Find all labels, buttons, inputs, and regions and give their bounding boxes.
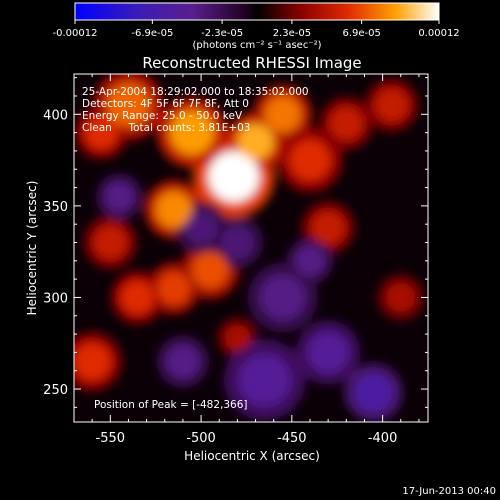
plot-frame: [73, 73, 429, 423]
axis-ticks: -550 -500 -450 -400 250 300 350 400: [43, 74, 428, 446]
colorbar-tick-label: -6.9e-05: [131, 28, 173, 39]
emission-source: [155, 191, 193, 228]
negative-region: [355, 374, 392, 411]
emission-source: [329, 107, 363, 140]
emission-source: [84, 116, 118, 149]
info-counts: Clean Total counts: 3.81E+03: [82, 122, 251, 134]
y-tick-label: 300: [43, 291, 68, 306]
colorbar-tick-label: 6.9e-05: [342, 28, 380, 39]
colorbar-tick-label: -0.00012: [53, 28, 98, 39]
emission-source: [93, 226, 127, 259]
x-tick-label: -500: [186, 431, 216, 446]
negative-region: [260, 275, 305, 320]
y-tick-label: 350: [43, 200, 68, 215]
y-tick-label: 250: [43, 383, 68, 398]
negative-region: [104, 182, 134, 212]
negative-region: [184, 211, 218, 245]
emission-source: [237, 123, 274, 160]
colorbar-tick-label: 0.00012: [418, 28, 459, 39]
emission-source: [157, 271, 191, 305]
negative-region: [166, 345, 200, 378]
negative-region: [221, 226, 254, 259]
colorbar-tick-label: 2.3e-05: [273, 28, 311, 39]
info-energy-range: Energy Range: 25.0 - 50.0 keV: [82, 110, 243, 122]
image-area: [74, 74, 428, 422]
emission-source: [264, 96, 301, 133]
x-axis-title: Heliocentric X (arcsec): [184, 449, 320, 463]
emission-source: [386, 282, 416, 312]
emission-source: [106, 83, 151, 127]
colorbar: [74, 2, 440, 21]
emission-source: [311, 211, 345, 245]
y-tick-label: 400: [43, 108, 68, 123]
emission-source: [170, 110, 214, 155]
emission-map: [74, 74, 425, 422]
emission-source: [121, 281, 154, 314]
emission-source: [208, 151, 260, 202]
negative-region: [295, 246, 325, 276]
emission-source: [224, 325, 251, 351]
colorbar-ticks: -0.00012 -6.9e-05 -2.3e-05 2.3e-05 6.9e-05 0.…: [53, 20, 460, 39]
peak-position-label: Position of Peak = [-482,366]: [94, 399, 248, 411]
info-detectors: Detectors: 4F 5F 6F 7F 8F, Att 0: [82, 98, 249, 110]
x-tick-label: -550: [96, 431, 126, 446]
emission-source: [375, 88, 409, 122]
colorbar-tick-label: -2.3e-05: [201, 28, 243, 39]
emission-source: [290, 140, 330, 181]
info-time-range: 25-Apr-2004 18:29:02.000 to 18:35:02.000: [82, 86, 309, 98]
negative-region: [239, 354, 291, 406]
negative-region: [308, 332, 349, 373]
y-axis-title: Heliocentric Y (arcsec): [25, 181, 39, 316]
x-tick-label: -400: [368, 431, 398, 446]
chart-title: Reconstructed RHESSI Image: [142, 54, 361, 72]
emission-source: [74, 343, 111, 380]
observation-info: 25-Apr-2004 18:29:02.000 to 18:35:02.000…: [82, 86, 309, 134]
colorbar-unit-label: (photons cm⁻² s⁻¹ asec⁻²): [192, 40, 321, 51]
emission-source: [192, 251, 229, 289]
generation-date: 17-Jun-2013 00:40: [402, 486, 496, 497]
x-tick-label: -450: [277, 431, 307, 446]
